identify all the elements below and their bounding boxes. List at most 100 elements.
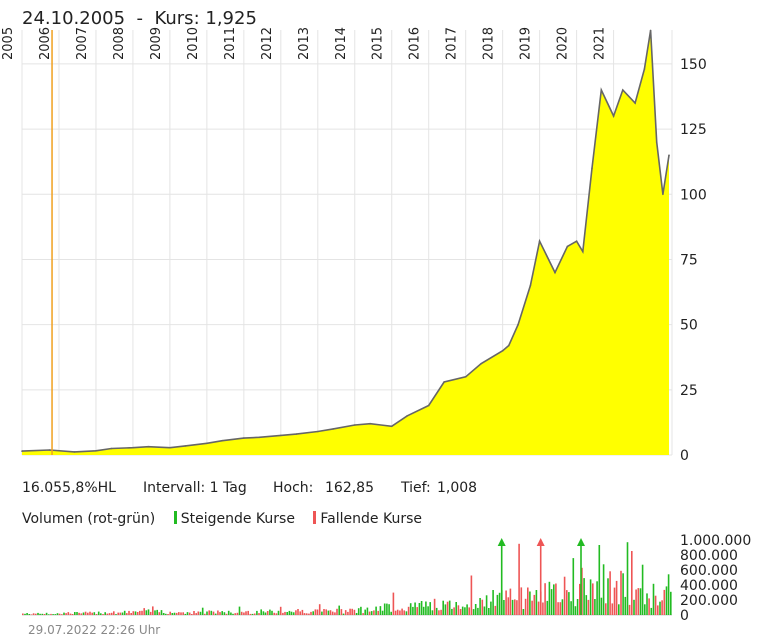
volume-bar (139, 610, 141, 615)
price-point (354, 424, 356, 426)
y-tick-label: 75 (680, 252, 698, 268)
price-point (206, 442, 208, 445)
volume-bar (579, 583, 581, 615)
volume-bar (583, 578, 585, 615)
volume-bar (644, 604, 646, 615)
volume-bar (28, 614, 31, 615)
volume-bar (184, 613, 187, 615)
volume-bar (188, 612, 191, 615)
volume-bar (340, 609, 343, 615)
volume-bar (334, 612, 336, 615)
volume-bar (110, 612, 113, 615)
volume-bar (104, 612, 106, 615)
volume-bar (149, 611, 152, 615)
volume-bar (243, 612, 245, 615)
y-axis-ticks: 0 25 50 75 100 125 150 (680, 57, 707, 464)
volume-bar (479, 598, 481, 615)
price-area (21, 29, 670, 456)
price-point (110, 447, 113, 450)
volume-bar (282, 612, 284, 615)
x-tick-label: 2020 (556, 27, 571, 60)
volume-bar (563, 576, 566, 615)
volume-bar (474, 604, 477, 615)
volume-bar (256, 610, 258, 615)
volume-bar (80, 613, 83, 615)
volume-bar (518, 543, 520, 615)
volume-bar (492, 590, 494, 615)
volume-bar (342, 613, 345, 615)
rising-swatch (173, 511, 177, 524)
price-point (643, 68, 646, 70)
volume-bar (175, 612, 178, 615)
price-point (501, 349, 504, 352)
volume-bar (143, 608, 145, 615)
header-date: 24.10.2005 (22, 8, 126, 29)
volume-bar (609, 571, 611, 615)
volume-bar (633, 599, 635, 615)
price-point (529, 284, 532, 287)
volume-bar (373, 610, 375, 615)
volume-bar (615, 580, 618, 615)
price-point (332, 428, 335, 430)
volume-bar (234, 613, 236, 615)
x-tick-label: 2010 (186, 27, 201, 60)
volume-bar (412, 606, 414, 615)
volume-bar (312, 611, 314, 615)
chart-header: 24.10.2005 - Kurs: 1,925 (22, 8, 257, 29)
volume-bar (446, 601, 449, 615)
x-tick-label: 2012 (260, 27, 275, 60)
price-point (538, 240, 541, 242)
volume-bar (516, 600, 518, 615)
x-tick-label: 2015 (371, 27, 386, 60)
volume-bar (392, 592, 395, 615)
price-point (427, 404, 430, 407)
volume-bar (587, 599, 590, 615)
volume-bar (399, 610, 401, 615)
volume-bar (585, 595, 588, 615)
price-point (295, 433, 298, 435)
volume-y-tick-label: 800.000 (680, 548, 738, 564)
volume-bar (396, 609, 399, 615)
volume-spike-bar (500, 540, 503, 615)
volume-bar (494, 605, 497, 615)
volume-bar (230, 612, 232, 615)
price-point (655, 141, 658, 143)
volume-bar (145, 610, 148, 615)
volume-bar (269, 609, 271, 615)
volume-bar (639, 588, 642, 615)
volume-bar (132, 611, 135, 615)
volume-overflow-arrow (536, 538, 545, 546)
volume-bar (41, 613, 44, 615)
volume-bar (652, 583, 655, 615)
volume-bar (191, 614, 193, 615)
volume-bar (453, 607, 455, 615)
volume-bar (457, 605, 460, 615)
hoch-value: 162,85 (325, 480, 374, 496)
x-tick-label: 2016 (408, 27, 423, 60)
volume-bar (442, 600, 444, 615)
volume-bar (383, 603, 386, 615)
volume-bar (173, 612, 176, 615)
price-point (258, 436, 261, 439)
volume-bar (95, 614, 98, 615)
volume-bar (217, 610, 219, 615)
y-tick-label: 125 (680, 122, 707, 138)
volume-bar (459, 609, 462, 615)
volume-title: Volumen (rot-grün) (22, 511, 156, 527)
volume-bar (35, 613, 37, 615)
price-point (221, 439, 224, 442)
volume-bar (258, 613, 260, 615)
volume-bar (626, 542, 629, 615)
x-axis-ticks: 2005 2006 2007 2008 2009 2010 2011 2012 2013 2014… (1, 27, 608, 60)
volume-bar (349, 608, 351, 615)
volume-bar (288, 610, 291, 615)
volume-bar (227, 610, 230, 615)
volume-bar (253, 613, 256, 615)
price-point (591, 167, 593, 169)
x-tick-label: 2021 (593, 27, 608, 60)
price-point (317, 430, 319, 433)
volume-bar (420, 601, 423, 615)
volume-bar (329, 610, 332, 615)
